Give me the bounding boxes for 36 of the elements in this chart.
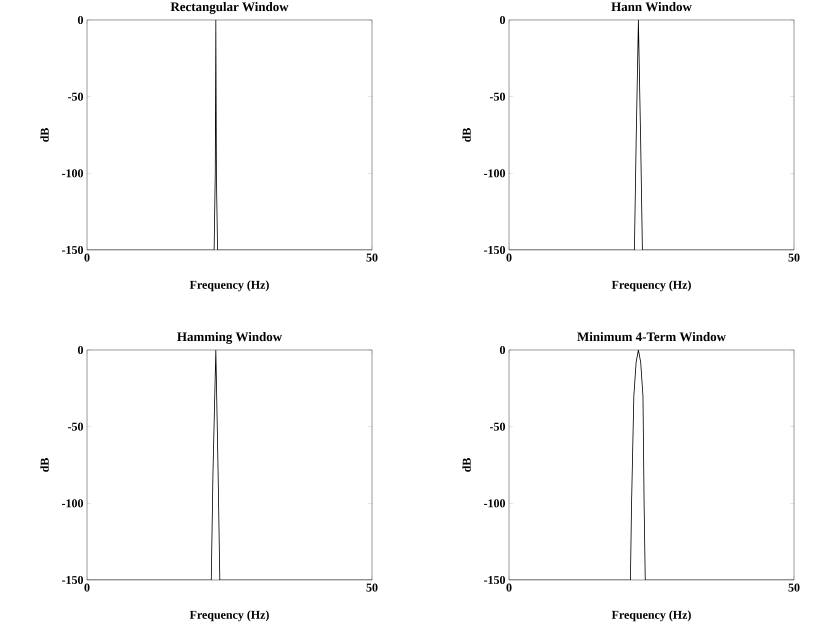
chart-title: Minimum 4-Term Window	[577, 332, 726, 342]
y-tick-label: 0	[78, 16, 84, 24]
y-axis-title: dB	[40, 458, 49, 472]
y-tick-label: -50	[490, 92, 506, 101]
x-tick-label: 50	[788, 254, 800, 262]
x-tick-label: 0	[84, 254, 90, 262]
x-axis-title: Frequency (Hz)	[190, 610, 269, 622]
y-tick-label: -150	[62, 576, 84, 584]
y-tick-label: -150	[484, 246, 506, 254]
y-tick-label: 0	[500, 346, 506, 354]
y-tick-label: -150	[62, 246, 84, 254]
x-tick-label: 0	[506, 254, 512, 262]
x-axis-title: Frequency (Hz)	[190, 280, 269, 292]
x-tick-label: 50	[788, 584, 800, 592]
y-tick-label: -50	[490, 422, 506, 431]
chart-title: Hamming Window	[177, 332, 282, 344]
y-tick-label: -100	[484, 169, 506, 178]
x-tick-label: 0	[84, 584, 90, 592]
x-tick-label: 50	[366, 584, 378, 592]
y-axis-title: dB	[462, 458, 471, 472]
y-tick-label: -100	[484, 499, 506, 508]
x-axis-title: Frequency (Hz)	[612, 280, 691, 292]
y-tick-label: -150	[484, 576, 506, 584]
x-axis-title: Frequency (Hz)	[612, 610, 691, 622]
y-tick-label: -100	[62, 499, 84, 508]
y-axis-title: dB	[40, 128, 49, 142]
y-tick-label: 0	[78, 346, 84, 354]
y-axis-title: dB	[462, 128, 471, 142]
y-tick-label: -50	[68, 92, 84, 101]
x-tick-label: 50	[366, 254, 378, 262]
y-tick-label: -50	[68, 422, 84, 431]
chart-title: Rectangular Window	[170, 2, 288, 14]
y-tick-label: 0	[500, 16, 506, 24]
y-tick-label: -100	[62, 169, 84, 178]
chart-title: Hann Window	[611, 2, 692, 12]
x-tick-label: 0	[506, 584, 512, 592]
